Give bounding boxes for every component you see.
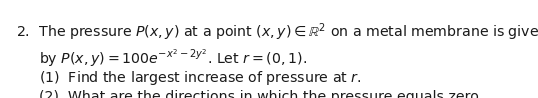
Text: (1)  Find the largest increase of pressure at $r$.: (1) Find the largest increase of pressur…	[39, 69, 362, 87]
Text: (2)  What are the directions in which the pressure equals zero.: (2) What are the directions in which the…	[39, 90, 483, 98]
Text: by $P(x, y) = 100e^{-x^2-2y^2}$. Let $r = (0, 1)$.: by $P(x, y) = 100e^{-x^2-2y^2}$. Let $r …	[39, 47, 307, 69]
Text: 2.  The pressure $P(x, y)$ at a point $(x, y) \in \mathbb{R}^2$ on a metal membr: 2. The pressure $P(x, y)$ at a point $(x…	[16, 22, 538, 43]
